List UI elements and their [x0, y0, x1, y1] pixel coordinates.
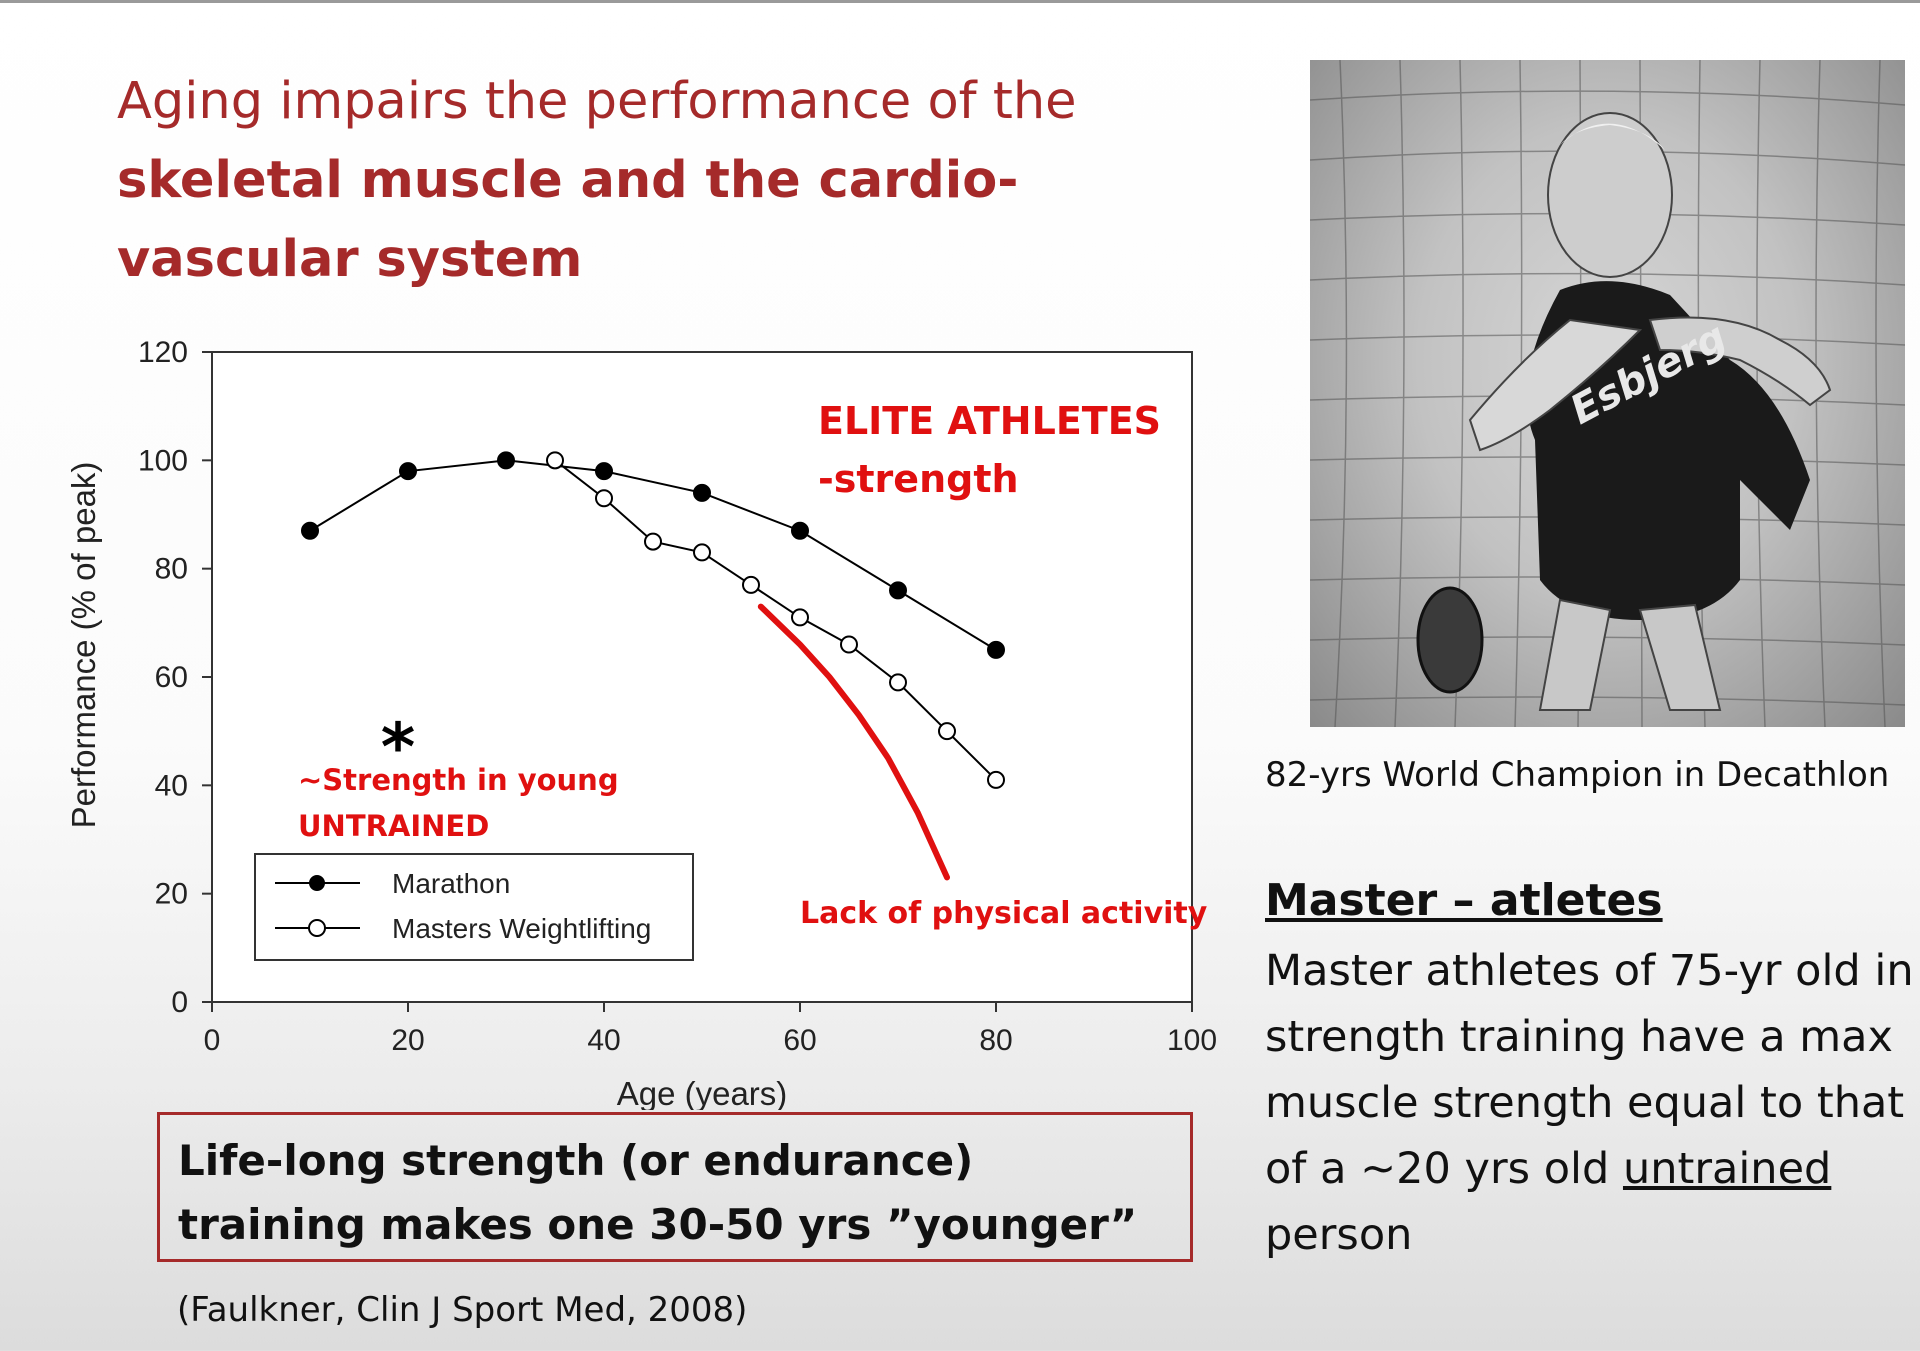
title-bold-part: skeletal muscle and the cardio-vascular … — [117, 151, 1019, 289]
elite-athletes-label: ELITE ATHLETES — [818, 399, 1161, 443]
inactivity-label: Lack of physical activity — [800, 896, 1208, 931]
slide-title: Aging impairs the performance of the ske… — [117, 62, 1197, 299]
series-line-1 — [554, 459, 997, 781]
young-untrained-label: UNTRAINED — [298, 809, 489, 843]
weightlifting-point — [938, 722, 956, 741]
marathon-point — [791, 521, 809, 540]
series-layer — [301, 451, 1005, 881]
x-tick-label: 100 — [1167, 1024, 1217, 1057]
citation: (Faulkner, Clin J Sport Med, 2008) — [177, 1290, 748, 1330]
marathon-point — [301, 521, 319, 540]
legend-box — [254, 853, 694, 961]
title-normal-part: Aging impairs the performance of the — [117, 72, 1077, 131]
y-tick-label: 40 — [155, 769, 188, 802]
x-tick-label: 40 — [587, 1024, 620, 1057]
legend: Marathon Masters Weightlifting — [254, 853, 694, 961]
master-body-end: person — [1265, 1210, 1413, 1260]
y-axis-label: Performance (% of peak) — [65, 462, 102, 829]
legend-marathon-label: Marathon — [392, 868, 510, 899]
y-tick-label: 20 — [155, 878, 188, 911]
legend-marathon-marker — [309, 875, 325, 891]
athlete-photo: Esbjerg — [1310, 60, 1905, 727]
marathon-point — [497, 451, 515, 470]
weightlifting-point — [595, 489, 613, 508]
x-axis-label: Age (years) — [617, 1075, 788, 1110]
y-tick-label: 80 — [155, 553, 188, 586]
weightlifting-point — [791, 608, 809, 627]
marathon-point — [693, 483, 711, 502]
marathon-point — [595, 462, 613, 481]
slide-top-border — [0, 0, 1920, 3]
legend-weightlifting-label: Masters Weightlifting — [392, 913, 651, 944]
photo-caption: 82-yrs World Champion in Decathlon — [1265, 755, 1890, 795]
axis-ticks: 0 20 40 60 80 100 0 20 40 60 80 100 120 — [138, 336, 1217, 1057]
x-tick-label: 0 — [204, 1024, 221, 1057]
master-body-untrained: untrained — [1622, 1144, 1832, 1194]
young-strength-label: ~Strength in young — [298, 763, 619, 797]
master-athletes-body: Master athletes of 75-yr old in strength… — [1265, 938, 1915, 1268]
weightlifting-point — [889, 673, 907, 692]
y-tick-label: 120 — [138, 336, 188, 369]
young-untrained-star-marker: * — [381, 709, 416, 786]
series-line-inactivity — [757, 603, 950, 881]
elite-strength-label: -strength — [818, 457, 1019, 501]
marathon-point — [987, 640, 1005, 659]
master-athletes-heading: Master – atletes — [1265, 875, 1663, 926]
weightlifting-point — [644, 532, 662, 551]
weightlifting-point — [693, 543, 711, 562]
weightlifting-point — [987, 770, 1005, 789]
x-tick-label: 60 — [783, 1024, 816, 1057]
athlete-photo-drawing: Esbjerg — [1310, 60, 1905, 727]
x-tick-label: 80 — [979, 1024, 1012, 1057]
legend-weightlifting-marker — [308, 919, 326, 937]
y-tick-label: 0 — [171, 986, 188, 1019]
series-line-0 — [309, 459, 997, 651]
weightlifting-point — [840, 635, 858, 654]
conclusion-box: Life-long strength (or endurance) traini… — [157, 1112, 1193, 1262]
master-body-text: Master athletes of 75-yr old in strength… — [1265, 946, 1914, 1194]
weightlifting-point — [546, 451, 564, 470]
weightlifting-point — [742, 575, 760, 594]
x-tick-label: 20 — [391, 1024, 424, 1057]
marathon-point — [889, 581, 907, 600]
y-tick-label: 100 — [138, 444, 188, 477]
marathon-point — [399, 462, 417, 481]
athlete-figure: Esbjerg — [1416, 112, 1832, 711]
y-tick-label: 60 — [155, 661, 188, 694]
